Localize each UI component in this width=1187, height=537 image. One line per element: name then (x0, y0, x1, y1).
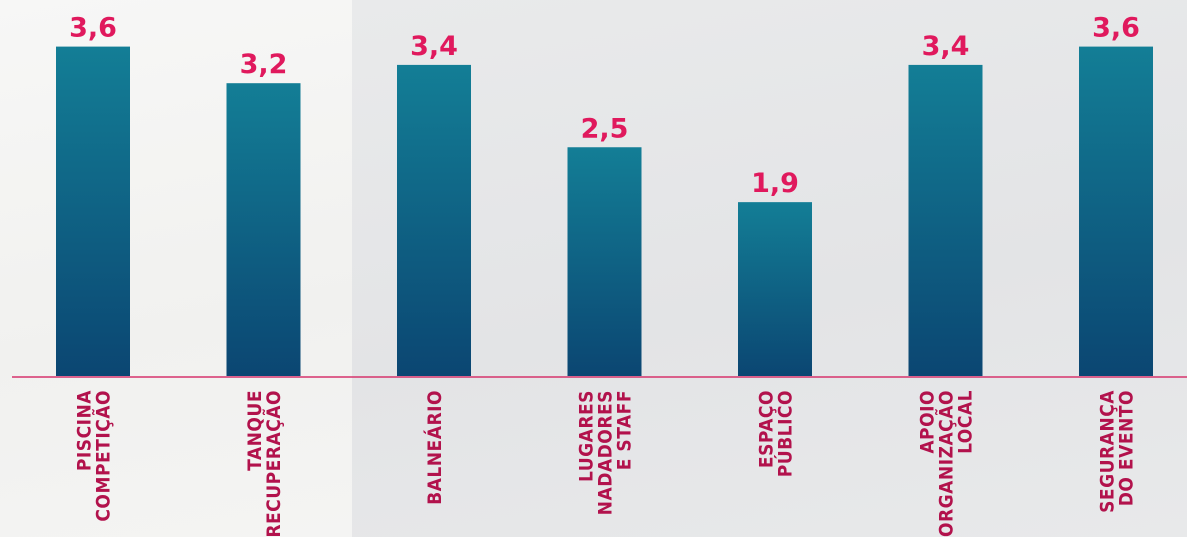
category-label-line: DO EVENTO (1116, 390, 1138, 506)
category-label: BALNEÁRIO (423, 390, 446, 505)
category-label-line: ORGANIZAÇÃO (934, 390, 958, 537)
bar-value-label: 3,2 (240, 49, 288, 80)
bar-value-label: 3,6 (69, 13, 117, 44)
category-label-line: LUGARES (576, 390, 598, 482)
category-label-line: PÚBLICO (773, 390, 797, 477)
bar-value-label: 3,6 (1092, 13, 1140, 44)
bars-group (56, 46, 1153, 377)
bar-value-label: 3,4 (922, 31, 970, 62)
bar (908, 64, 983, 377)
category-label-line: NADADORES (595, 390, 617, 515)
category-label-line: BALNEÁRIO (423, 390, 446, 505)
category-label-line: APOIO (917, 390, 939, 454)
bar (56, 46, 130, 376)
category-label-line: COMPETIÇÃO (91, 390, 115, 522)
bar (567, 147, 642, 376)
bar-value-label: 3,4 (410, 31, 458, 62)
category-label-line: PISCINA (74, 390, 96, 471)
bar (738, 202, 812, 376)
bar (1079, 46, 1153, 376)
category-label-line: ESPAÇO (756, 390, 778, 468)
category-label-line: SEGURANÇA (1097, 390, 1119, 513)
bar-value-label: 1,9 (751, 168, 799, 199)
category-label-line: RECUPERAÇÃO (261, 390, 285, 537)
bar-value-label: 2,5 (581, 113, 629, 144)
category-label-line: LOCAL (955, 390, 977, 454)
bar (226, 83, 301, 376)
category-label-line: E STAFF (614, 390, 636, 470)
bar (397, 64, 471, 377)
category-label-line: TANQUE (244, 390, 266, 471)
